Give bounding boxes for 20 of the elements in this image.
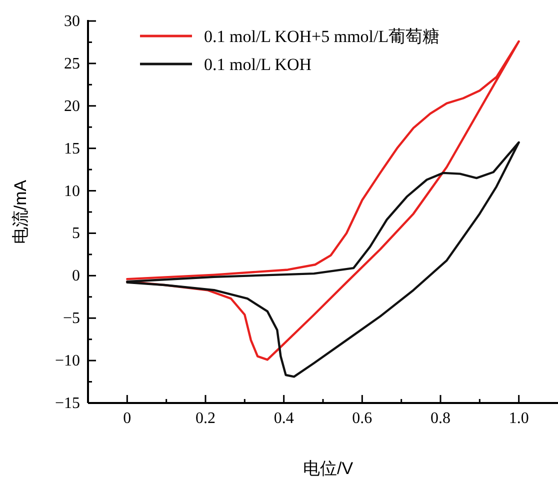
y-tick-label: 20 bbox=[64, 98, 80, 115]
y-tick-label: −5 bbox=[62, 310, 80, 328]
x-tick-label: 0.8 bbox=[430, 410, 450, 427]
y-tick-label: 10 bbox=[64, 182, 80, 200]
x-tick-label: 1.0 bbox=[508, 410, 529, 427]
legend-label: 0.1 mol/L KOH bbox=[204, 55, 312, 74]
x-tick-label: 0.6 bbox=[352, 410, 372, 427]
legend-label: 0.1 mol/L KOH+5 mmol/L葡萄糖 bbox=[204, 27, 440, 46]
y-tick-label: 30 bbox=[64, 13, 80, 30]
y-tick-label: −10 bbox=[54, 352, 80, 370]
y-axis-title: 电流/mA bbox=[11, 179, 30, 244]
x-tick-label: 0 bbox=[123, 410, 132, 427]
x-tick-label: 0.2 bbox=[196, 410, 216, 427]
x-tick-label: 0.4 bbox=[274, 410, 294, 427]
y-tick-label: −15 bbox=[54, 395, 80, 412]
y-tick-label: 15 bbox=[64, 140, 80, 158]
y-tick-label: 0 bbox=[72, 268, 80, 285]
y-tick-label: 5 bbox=[72, 225, 80, 242]
x-axis-title: 电位/V bbox=[302, 459, 354, 478]
y-tick-label: 25 bbox=[64, 55, 80, 72]
